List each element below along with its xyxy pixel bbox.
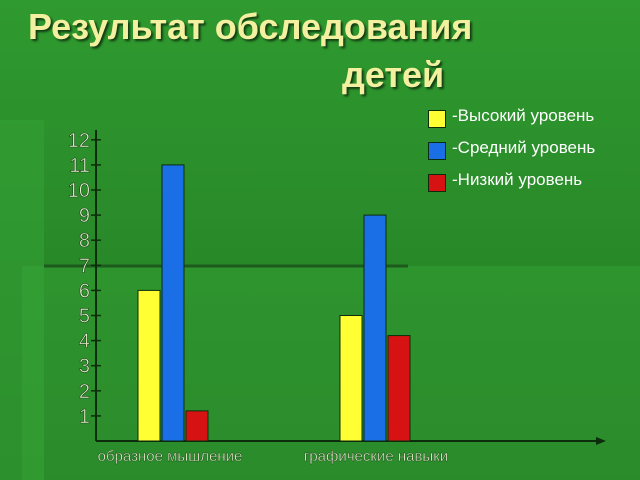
legend-label-high: -Высокий уровень	[452, 106, 595, 125]
bar	[387, 335, 411, 442]
bar	[137, 289, 161, 442]
y-tick-label: 9	[79, 205, 90, 227]
y-tick-label: 7	[79, 255, 90, 277]
y-tick-label: 12	[68, 130, 90, 152]
y-tick-label: 2	[79, 381, 90, 403]
legend-swatch-medium	[428, 142, 446, 160]
page-title-line-1: Результат обследования	[28, 6, 473, 47]
y-tick-label: 11	[69, 155, 90, 177]
y-tick-label: 1	[79, 406, 90, 428]
bar	[161, 164, 185, 442]
bar	[363, 214, 387, 442]
bar	[339, 315, 363, 442]
x-category-label: графические навыки	[304, 448, 448, 465]
x-axis-arrow	[596, 437, 606, 445]
y-tick-label: 3	[79, 356, 90, 378]
y-tick-label: 8	[79, 230, 90, 252]
background-panel-lower	[22, 266, 640, 480]
legend-item-high: -Высокий уровень	[428, 104, 595, 136]
legend-label-low: -Низкий уровень	[452, 170, 583, 189]
background-panel-left	[0, 120, 44, 480]
legend-swatch-low	[428, 174, 446, 192]
y-tick-label: 4	[79, 331, 90, 353]
legend-label-medium: -Средний уровень	[452, 138, 596, 157]
y-tick-label: 6	[79, 280, 90, 302]
y-tick-label: 10	[68, 180, 90, 202]
chart-legend: -Высокий уровень -Средний уровень -Низки…	[428, 104, 595, 200]
page-title-line-2: детей	[342, 54, 445, 95]
legend-item-medium: -Средний уровень	[428, 136, 595, 168]
x-category-label: образное мышление	[98, 448, 243, 465]
bar	[185, 410, 209, 442]
legend-item-low: -Низкий уровень	[428, 168, 595, 200]
y-tick-label: 5	[79, 306, 90, 328]
legend-swatch-high	[428, 110, 446, 128]
